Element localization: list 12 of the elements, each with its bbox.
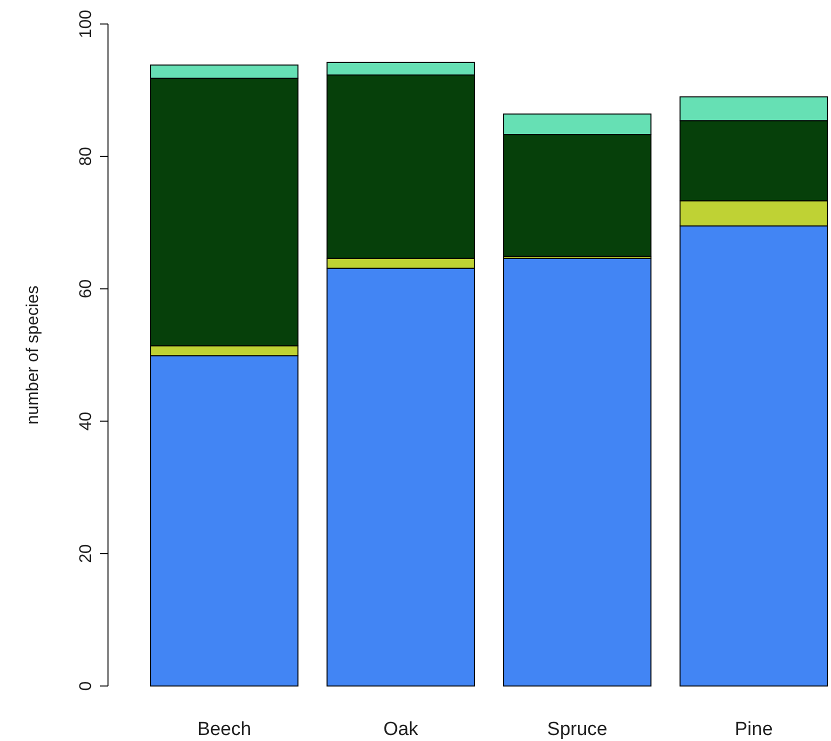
y-axis-title: number of species — [23, 286, 42, 424]
bar — [503, 258, 652, 686]
x-tick-label: Oak — [383, 719, 419, 740]
x-tick-label: Beech — [197, 719, 252, 740]
y-tick-label: 100 — [76, 10, 95, 38]
x-tick-label: Spruce — [547, 719, 608, 740]
x-tick-label: Pine — [734, 719, 773, 740]
y-tick-label: 80 — [76, 146, 95, 166]
y-tick-label: 40 — [76, 412, 95, 431]
y-tick-label: 60 — [76, 279, 95, 298]
y-tick-label: 0 — [76, 681, 95, 691]
y-tick-label: 20 — [76, 544, 95, 564]
